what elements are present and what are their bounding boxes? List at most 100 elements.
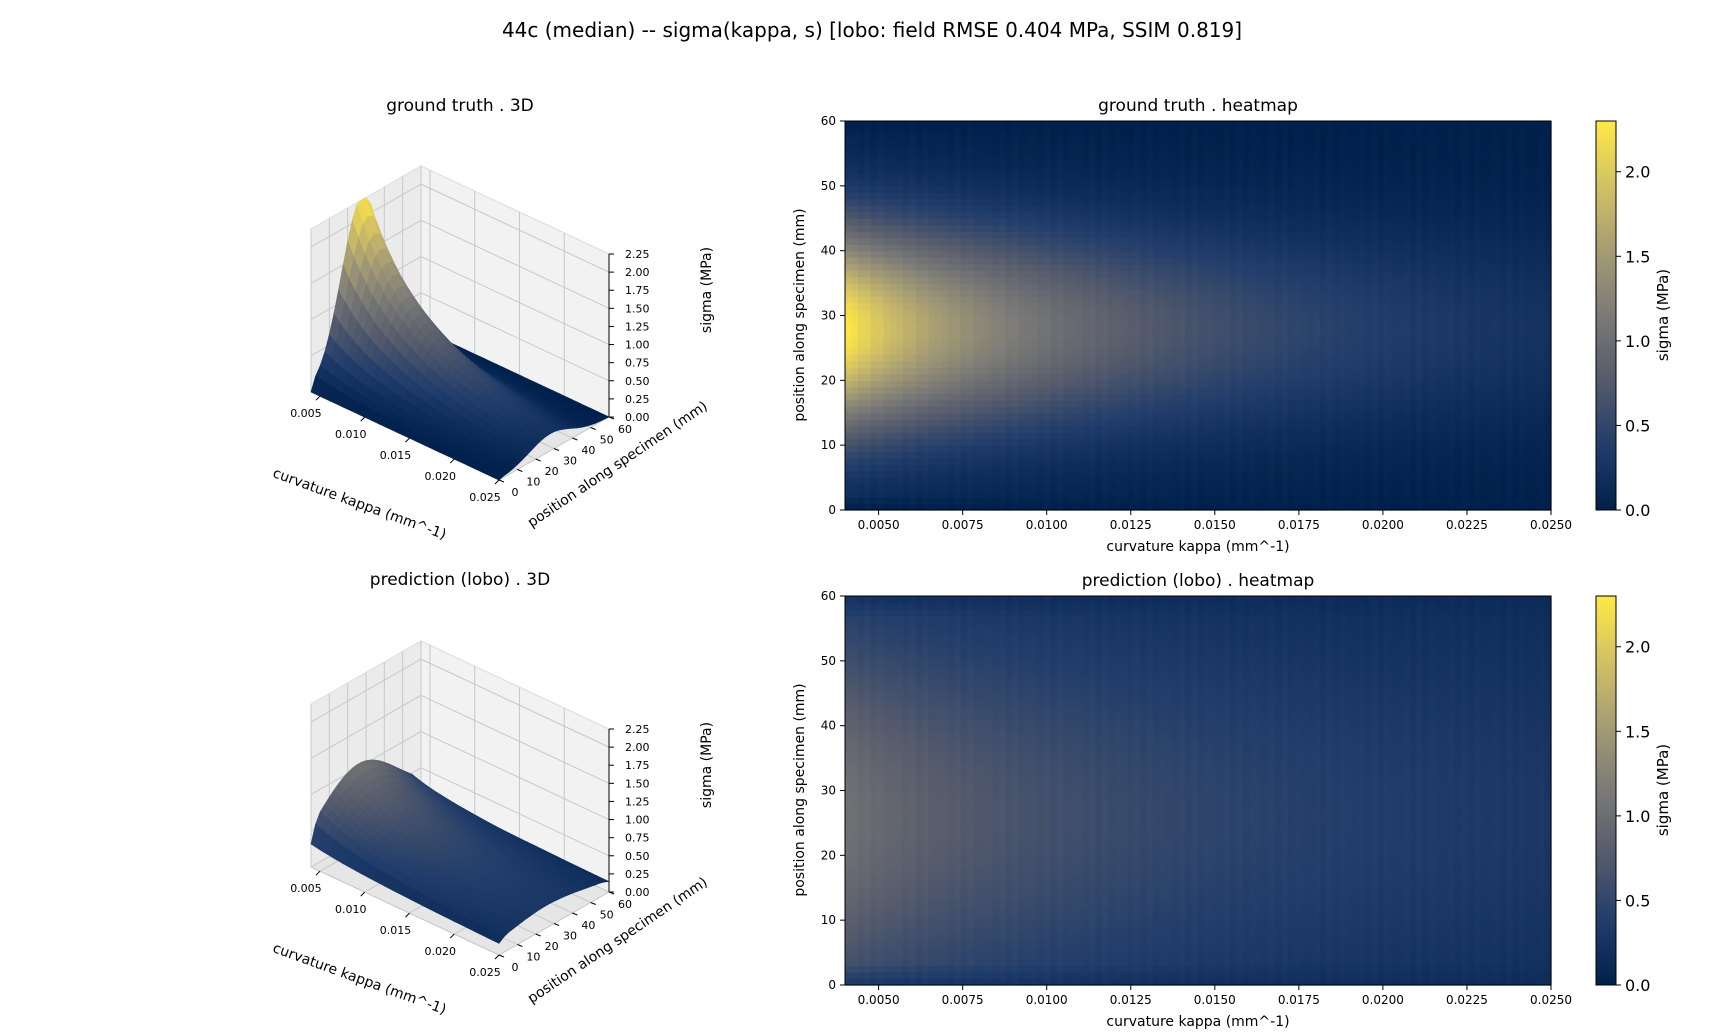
gtheat-cell — [1191, 172, 1199, 180]
gtheat-cell — [1024, 341, 1032, 349]
gtheat-cell — [870, 198, 878, 206]
gtheat-cell — [1249, 127, 1257, 135]
gtheat-cell — [857, 179, 865, 187]
gtheat-cell — [1236, 360, 1244, 368]
gtheat-cell — [902, 231, 910, 239]
gtheat-cell — [1082, 192, 1090, 200]
gtheat-cell — [915, 263, 923, 271]
gtheat-cell — [1005, 321, 1013, 330]
gtheat-cell — [992, 185, 1000, 193]
gtheat-cell — [870, 471, 878, 479]
gtheat-cell — [896, 302, 904, 310]
gtheat-cell — [973, 438, 981, 446]
gtheat-cell — [1063, 244, 1071, 252]
gtheat-cell — [1101, 354, 1109, 362]
gtheat-cell — [1159, 289, 1167, 297]
gtheat-cell — [915, 127, 923, 135]
gtheat-cell — [902, 458, 910, 466]
gtheat-cell — [883, 334, 891, 343]
gtheat-cell — [941, 341, 949, 349]
gtheat-cell — [909, 289, 917, 297]
gtheat-cell — [1050, 386, 1058, 394]
gtheat-cell — [883, 490, 891, 498]
gtheat-cell — [896, 393, 904, 401]
gtheat-cell — [851, 477, 859, 485]
gtheat-cell — [1018, 347, 1026, 355]
gtheat-cell — [1275, 289, 1283, 297]
gtheat-cell — [1217, 211, 1225, 219]
gtheat-cell — [864, 224, 872, 232]
gtheat-cell — [1024, 464, 1032, 472]
gtheat-cell — [1127, 172, 1135, 180]
gtheat-cell — [1037, 419, 1045, 427]
gtheat-cell — [1210, 121, 1218, 129]
gtheat-cell — [1236, 133, 1244, 142]
gtheat-cell — [857, 477, 865, 485]
gtheat-cell — [999, 341, 1007, 349]
gtheat-cell — [1050, 412, 1058, 420]
gtheat-cell — [1140, 140, 1148, 148]
gtheat-cell — [845, 192, 853, 200]
gtheat-cell — [1242, 121, 1250, 129]
gtheat-cell — [1146, 490, 1154, 498]
gtheat-cell — [1146, 270, 1154, 278]
gtheat-cell — [986, 412, 994, 420]
gtheat-cell — [1005, 464, 1013, 472]
gtheat-cell — [1275, 484, 1283, 492]
gtheat-cell — [870, 497, 878, 505]
gtheat-cell — [902, 393, 910, 401]
gtheat-cell — [1043, 380, 1051, 388]
gtheat-cell — [922, 341, 930, 349]
gtheat-cell — [934, 250, 942, 258]
gtheat-cell — [1159, 302, 1167, 310]
gtheat-cell — [896, 153, 904, 161]
gtheat-cell — [928, 321, 936, 330]
gtheat-cell — [1024, 166, 1032, 174]
gtheat-cell — [979, 380, 987, 388]
gtheat-cell — [1018, 477, 1026, 485]
gtheat-cell — [877, 276, 885, 284]
gtheat-cell — [889, 231, 897, 239]
gtheat-cell — [896, 406, 904, 414]
gtheat-cell — [954, 250, 962, 258]
gtheat-cell — [1108, 302, 1116, 310]
gtheat-cell — [864, 250, 872, 258]
gtheat-cell — [1095, 244, 1103, 252]
gtheat-cell — [960, 211, 968, 219]
gtheat-cell — [1185, 321, 1193, 330]
gtheat-cell — [1095, 140, 1103, 148]
gtheat-cell — [883, 406, 891, 414]
gtheat-cell — [909, 133, 917, 142]
gt3d-ztick-label: 2.00 — [625, 266, 650, 279]
gtheat-cell — [1120, 347, 1128, 355]
gtheat-cell — [1165, 231, 1173, 239]
gtheat-cell — [889, 140, 897, 148]
gtheat-cell — [1140, 490, 1148, 498]
gtheat-cell — [1133, 263, 1141, 271]
gtheat-cell — [934, 276, 942, 284]
gtheat-cell — [851, 315, 859, 323]
gtheat-cell — [928, 425, 936, 433]
gtheat-cell — [1165, 218, 1173, 226]
gtheat-cell — [1236, 270, 1244, 278]
gt3d-ytick-label: 50 — [600, 434, 614, 447]
gtheat-cell — [1011, 309, 1019, 317]
gtheat-cell — [1005, 263, 1013, 271]
gtheat-cell — [889, 302, 897, 310]
gtheat-cell — [1095, 321, 1103, 330]
gtheat-cell — [864, 218, 872, 226]
gtheat-cell — [896, 334, 904, 343]
gtheat-cell — [909, 159, 917, 167]
gtheat-cell — [1108, 360, 1116, 368]
gtheat-cell — [1153, 211, 1161, 219]
gtheat-cell — [1095, 497, 1103, 505]
gtheat-cell — [1281, 224, 1289, 232]
gtheat-cell — [947, 354, 955, 362]
gtheat-cell — [947, 211, 955, 219]
gtheat-cell — [934, 406, 942, 414]
gtheat-cell — [1223, 250, 1231, 258]
gtheat-cell — [1281, 393, 1289, 401]
gtheat-cell — [1204, 380, 1212, 388]
gtheat-cell — [1088, 172, 1096, 180]
gtheat-cell — [857, 464, 865, 472]
